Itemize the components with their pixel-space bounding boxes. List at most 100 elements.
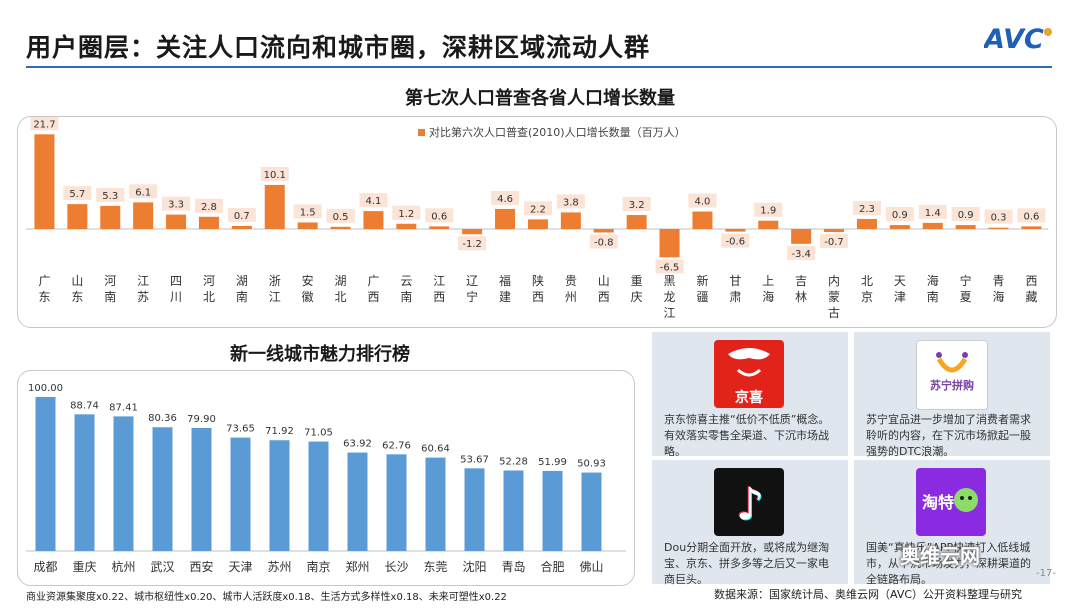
data-label: 0.5 xyxy=(333,212,349,223)
data-label: 3.3 xyxy=(168,200,184,211)
category-label: 山 xyxy=(71,274,83,288)
logo-dot xyxy=(1044,28,1052,36)
page-number: -17- xyxy=(1036,568,1056,579)
title-divider xyxy=(26,66,1052,68)
data-label-bg xyxy=(162,196,191,211)
data-label: -3.4 xyxy=(791,249,811,260)
bar xyxy=(462,229,483,235)
category-label: 武汉 xyxy=(150,560,174,574)
bar xyxy=(856,218,877,229)
category-label: 西 xyxy=(598,290,610,304)
bar xyxy=(429,226,450,229)
data-label-bg xyxy=(918,204,947,219)
data-label: 100.00 xyxy=(28,383,63,394)
category-label: 湖 xyxy=(335,273,347,288)
bar xyxy=(152,427,173,551)
category-label: 杭州 xyxy=(111,559,135,574)
province-chart-panel: 对比第六次人口普查(2010)人口增长数量（百万人） 21.7 广东 5.7 山东 5.3… xyxy=(17,116,1057,328)
province-chart-title: 第七次人口普查各省人口增长数量 xyxy=(405,88,675,109)
bar xyxy=(297,222,318,229)
data-label-bg xyxy=(951,207,980,222)
category-label: 海 xyxy=(993,289,1005,304)
category-label: 西 xyxy=(433,290,445,304)
svg-text:淘特: 淘特 xyxy=(922,493,954,512)
bar xyxy=(955,225,976,229)
data-label: 73.65 xyxy=(226,424,255,435)
category-label: 苏州 xyxy=(267,560,291,574)
category-label: 西 xyxy=(367,290,379,304)
data-label: 2.8 xyxy=(201,202,217,213)
category-label: 东 xyxy=(71,290,83,304)
data-label-bg xyxy=(984,209,1013,224)
category-label: 福 xyxy=(499,273,511,288)
data-label-bg xyxy=(622,197,651,212)
city-ranking-chart: 100.00 成都 88.74 重庆 87.41 杭州 80.36 武汉 79.90 西安 73.6… xyxy=(26,383,626,574)
category-label: 京 xyxy=(861,290,873,304)
data-label-bg xyxy=(30,116,59,131)
bar xyxy=(527,219,548,229)
data-label: 4.1 xyxy=(365,196,381,207)
logo-text: AVC xyxy=(984,24,1044,54)
data-label: 1.5 xyxy=(300,207,316,218)
category-label: 北 xyxy=(203,290,215,304)
data-label-bg xyxy=(885,207,914,222)
category-label: 浙 xyxy=(269,274,281,288)
svg-text:京喜: 京喜 xyxy=(735,389,763,406)
category-label: 西 xyxy=(532,290,544,304)
bar xyxy=(347,452,368,551)
card-suning: 苏宁拼购 苏宁宜品进一步增加了消费者需求聆听的内容，在下沉市场掀起一股强势的DT… xyxy=(854,332,1050,458)
page-title: 用户圈层：关注人口流向和城市圈，深耕区域流动人群 xyxy=(26,33,651,62)
bar xyxy=(386,454,407,551)
category-label: 建 xyxy=(499,290,511,304)
data-label-bg xyxy=(96,187,125,202)
category-label: 青 xyxy=(993,274,1005,288)
category-label: 宁 xyxy=(960,273,972,288)
douyin-description: Dou分期全面开放，或将成为继淘宝、京东、拼多多等之后又一家电商巨头。 xyxy=(664,541,830,586)
category-label: 龙 xyxy=(664,290,676,304)
category-label: 重庆 xyxy=(72,560,96,574)
data-label: 79.90 xyxy=(187,414,216,425)
category-label: 西安 xyxy=(189,559,213,574)
card-douyin: ♪ ♪ ♪ Dou分期全面开放，或将成为继淘宝、京东、拼多多等之后又一家电商巨头… xyxy=(652,460,848,586)
jingxi-description: 京东惊喜主推“低价不低质”概念。有效落实零售全渠道、下沉市场战略。 xyxy=(664,413,830,458)
data-label-bg xyxy=(63,186,92,201)
data-label-bg xyxy=(392,205,421,220)
data-label: 71.92 xyxy=(265,426,294,437)
category-label: 州 xyxy=(565,290,577,304)
category-label: 宁 xyxy=(466,289,478,304)
data-label-bg xyxy=(523,201,552,216)
bar xyxy=(922,222,943,229)
data-label-bg xyxy=(787,245,816,260)
bar xyxy=(1021,226,1042,229)
bar xyxy=(593,229,614,233)
category-label: 江 xyxy=(269,290,281,304)
bar xyxy=(191,427,212,551)
data-label-bg xyxy=(852,200,881,215)
data-label-bg xyxy=(1017,208,1046,223)
data-label-bg xyxy=(820,234,849,249)
guomei-app-icon: 淘特 xyxy=(916,468,986,536)
data-label: 80.36 xyxy=(148,413,177,424)
bar xyxy=(264,184,285,229)
data-label-bg xyxy=(721,233,750,248)
bar xyxy=(626,215,647,229)
data-label: 6.1 xyxy=(135,187,151,198)
category-label: 徽 xyxy=(302,289,314,304)
bar xyxy=(363,211,384,229)
data-source: 数据来源：国家统计局、奥维云网（AVC）公开资料整理与研究 xyxy=(714,588,1023,601)
data-label-bg xyxy=(556,194,585,209)
category-label: 海 xyxy=(927,273,939,288)
data-label: 52.28 xyxy=(499,456,528,467)
category-label: 河 xyxy=(104,274,116,288)
bar xyxy=(230,437,251,551)
data-label-bg xyxy=(293,204,322,219)
bar xyxy=(758,220,779,229)
bar xyxy=(198,216,219,229)
bar xyxy=(495,208,516,229)
avc-logo: AVC xyxy=(984,24,1052,54)
category-label: 郑州 xyxy=(345,559,369,574)
category-label: 肃 xyxy=(729,290,741,304)
category-label: 辽 xyxy=(466,274,478,288)
category-label: 西 xyxy=(1025,274,1037,288)
category-label: 南 xyxy=(400,289,412,304)
